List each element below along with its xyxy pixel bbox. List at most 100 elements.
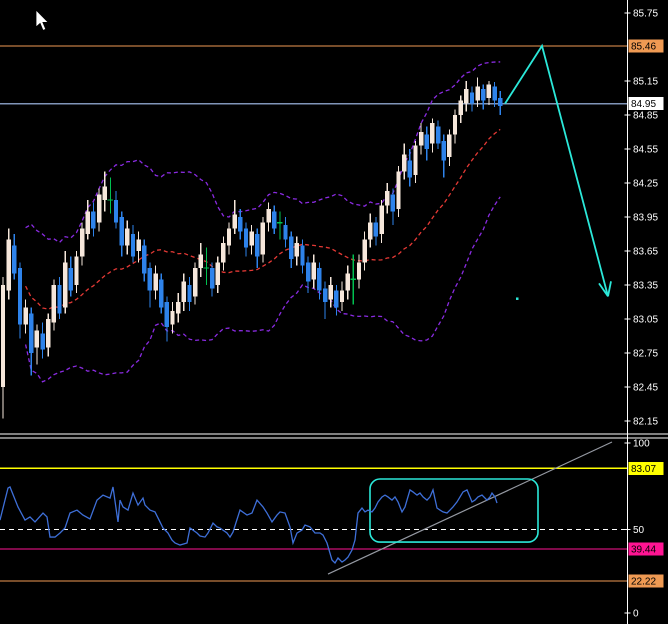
axis-price-flag-label: 22.22 [631,576,656,587]
bollinger-middle-line [25,128,501,310]
candle [142,245,147,274]
axis-price-flag [628,574,664,588]
candle [305,262,311,282]
bollinger-upper-band [25,61,501,244]
axis-label: 84.55 [633,144,658,155]
candle [17,267,23,325]
candle [452,114,458,135]
candle [418,131,424,146]
candle [170,311,175,325]
main-chart-area[interactable] [0,43,627,419]
candle [334,290,339,308]
candle [294,243,299,257]
candle [424,134,429,149]
candle [91,211,96,229]
candle [390,194,396,212]
candle [130,233,136,257]
candle [79,228,85,257]
candle [458,100,463,115]
candle [385,190,390,206]
candle [147,267,153,291]
forecast-arrow[interactable] [504,43,609,297]
indicator-axis[interactable]: 100 50 0 83.07 39.44 22.22 [624,439,664,620]
candle [481,88,486,101]
forecast-arrowhead [598,282,609,297]
candle [447,134,452,157]
candle [23,307,28,325]
candle [125,228,130,246]
candle [345,273,350,291]
candle [328,284,333,300]
trendline[interactable] [327,441,613,575]
axis-price-flag-label: 84.95 [631,99,656,110]
candle [498,97,503,106]
candle [413,145,418,176]
axis-label: 83.65 [633,246,658,257]
axis-price-flag-label: 85.46 [631,41,656,52]
candle [396,171,401,210]
axis-label: 84.25 [633,178,658,189]
candle [0,284,6,387]
candle [57,284,62,314]
candlestick-series [0,77,503,419]
candle [401,154,407,172]
candle [159,279,164,308]
candle [102,186,107,200]
candle [441,141,446,161]
axis-price-flag [628,39,664,53]
anchor-dot[interactable] [516,297,519,300]
candle [215,262,220,285]
candle [492,86,497,101]
axis-label: 85.15 [633,76,658,87]
axis-label: 82.75 [633,348,658,359]
candle [362,239,367,263]
axis-label: 84.85 [633,110,658,121]
candle [46,318,51,348]
candle [322,288,328,302]
candle [407,160,412,178]
candle [435,126,441,144]
candle [249,231,254,246]
candle [317,267,322,291]
axis-label: 85.75 [633,9,658,20]
candle [475,86,480,101]
candle [153,273,158,291]
candle [311,262,316,280]
candle [74,256,79,285]
axis-label: 83.95 [633,212,658,223]
candle [12,245,17,274]
candle [255,233,260,257]
candle [339,290,345,302]
candle [29,313,34,353]
candle [266,209,271,223]
candle [486,84,492,98]
candle [283,224,288,240]
candle [226,228,232,246]
candle [300,245,305,266]
indicator-panel-area[interactable] [0,441,627,582]
axis-label: 100 [633,439,650,450]
candle [34,330,40,348]
axis-price-flag [628,542,664,556]
candle [232,214,237,229]
axis-price-flag [628,461,664,475]
candle [62,262,68,308]
mouse-cursor [35,9,50,31]
axis-label: 82.45 [633,382,658,393]
candle [243,228,249,248]
candle [430,122,435,144]
candle [187,284,192,302]
axis-label: 83.05 [633,314,658,325]
candle [119,216,124,246]
candle [260,222,266,255]
candle [221,243,226,263]
price-axis[interactable]: 85.75 85.15 84.85 84.55 84.25 83.95 83.65 83.35… [624,9,664,428]
axis-label: 0 [633,609,639,620]
candle [379,205,384,234]
candle [181,281,186,302]
candle [113,199,119,223]
candle [136,239,141,251]
candle [40,333,45,350]
